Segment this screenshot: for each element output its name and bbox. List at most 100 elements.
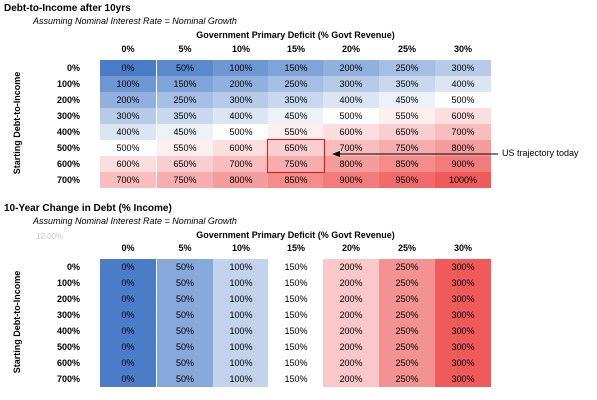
column-header: 20% [341,44,360,54]
column-header: 0% [121,243,135,253]
row-header: 100% [56,79,80,89]
heatmap-cell: 200% [323,339,379,355]
heatmap-cell: 250% [379,323,435,339]
heatmap-cell: 800% [213,172,269,188]
heatmap-cell: 250% [379,291,435,307]
heatmap-cell: 250% [379,307,435,323]
heatmap-cell: 300% [435,371,491,387]
x-axis-label: Government Primary Deficit (% Govt Reven… [196,30,395,40]
heatmap-cell: 300% [435,323,491,339]
heatmap-cell: 300% [323,76,379,92]
column-header: 30% [453,44,472,54]
heatmap-cell: 50% [157,355,213,371]
heatmap-cell: 400% [213,108,269,124]
heatmap-cell: 200% [323,323,379,339]
heatmap-cell: 200% [323,355,379,371]
heatmap-cell: 650% [379,124,435,140]
column-header: 15% [286,44,305,54]
heatmap-cell: 450% [268,108,324,124]
heatmap-cell: 900% [323,172,379,188]
heatmap-cell: 350% [379,76,435,92]
heatmap-cell: 50% [157,291,213,307]
heatmap-cell: 300% [100,108,156,124]
column-header: 10% [231,44,250,54]
heatmap-cell: 0% [100,371,156,387]
heatmap-cell: 500% [323,108,379,124]
column-header: 15% [286,243,305,253]
heatmap-cell: 250% [379,60,435,76]
heatmap-cell: 300% [213,92,269,108]
heatmap-cell: 550% [268,124,324,140]
heatmap-cell: 0% [100,60,156,76]
heatmap-cell: 150% [268,259,324,275]
heatmap-cell: 500% [213,124,269,140]
highlight-box [267,139,325,173]
y-axis-label: Starting Debt-to-Income [12,270,22,374]
heatmap-cell: 900% [435,156,491,172]
heatmap-cell: 800% [323,156,379,172]
heatmap-cell: 200% [323,291,379,307]
chart-title: Debt-to-Income after 10yrs [4,3,131,14]
heatmap-cell: 0% [100,323,156,339]
heatmap-cell: 300% [435,339,491,355]
row-header: 700% [56,175,80,185]
heatmap-cell: 150% [268,339,324,355]
column-header: 25% [397,243,416,253]
row-header: 700% [56,374,80,384]
heatmap-cell: 0% [100,275,156,291]
heatmap-cell: 0% [100,339,156,355]
heatmap-cell: 100% [213,323,269,339]
heatmap-cell: 250% [379,355,435,371]
chart-subtitle: Assuming Nominal Interest Rate = Nominal… [33,16,237,26]
heatmap-cell: 0% [100,259,156,275]
row-header: 600% [56,358,80,368]
heatmap-cell: 700% [435,124,491,140]
row-header: 300% [56,111,80,121]
heatmap-cell: 750% [379,140,435,156]
row-header: 400% [56,127,80,137]
heatmap-cell: 300% [435,291,491,307]
heatmap-cell: 0% [100,355,156,371]
heatmap-cell: 700% [323,140,379,156]
chart-title: 10-Year Change in Debt (% Income) [4,203,172,214]
heatmap-cell: 550% [379,108,435,124]
heatmap-cell: 600% [100,156,156,172]
heatmap-cell: 250% [379,275,435,291]
heatmap-cell: 150% [268,60,324,76]
row-header: 500% [56,342,80,352]
heatmap-cell: 200% [100,92,156,108]
heatmap-cell: 50% [157,60,213,76]
heatmap-cell: 100% [213,291,269,307]
heatmap-cell: 50% [157,259,213,275]
heatmap-cell: 550% [157,140,213,156]
heatmap-cell: 400% [323,92,379,108]
heatmap-cell: 100% [213,60,269,76]
heatmap-cell: 250% [268,76,324,92]
row-header: 300% [56,310,80,320]
heatmap-cell: 450% [379,92,435,108]
column-header: 5% [178,44,192,54]
heatmap-cell: 150% [268,355,324,371]
heatmap-cell: 200% [213,76,269,92]
row-header: 0% [66,262,80,272]
heatmap-cell: 600% [323,124,379,140]
heatmap-cell: 0% [100,307,156,323]
column-header: 0% [121,44,135,54]
heatmap-cell: 400% [100,124,156,140]
annotation-label: US trajectory today [502,148,579,158]
heatmap-cell: 150% [268,371,324,387]
heatmap-cell: 200% [323,275,379,291]
heatmap-cell: 250% [379,371,435,387]
heatmap-cell: 200% [323,307,379,323]
column-header: 20% [341,243,360,253]
heatmap-cell: 500% [435,92,491,108]
row-header: 100% [56,278,80,288]
heatmap-cell: 800% [435,140,491,156]
heatmap-cell: 750% [157,172,213,188]
heatmap-cell: 200% [323,259,379,275]
heatmap-cell: 150% [268,291,324,307]
heatmap-cell: 200% [323,371,379,387]
heatmap-cell: 750% [268,156,324,172]
heatmap-cell: 400% [435,76,491,92]
heatmap-cell: 200% [323,60,379,76]
